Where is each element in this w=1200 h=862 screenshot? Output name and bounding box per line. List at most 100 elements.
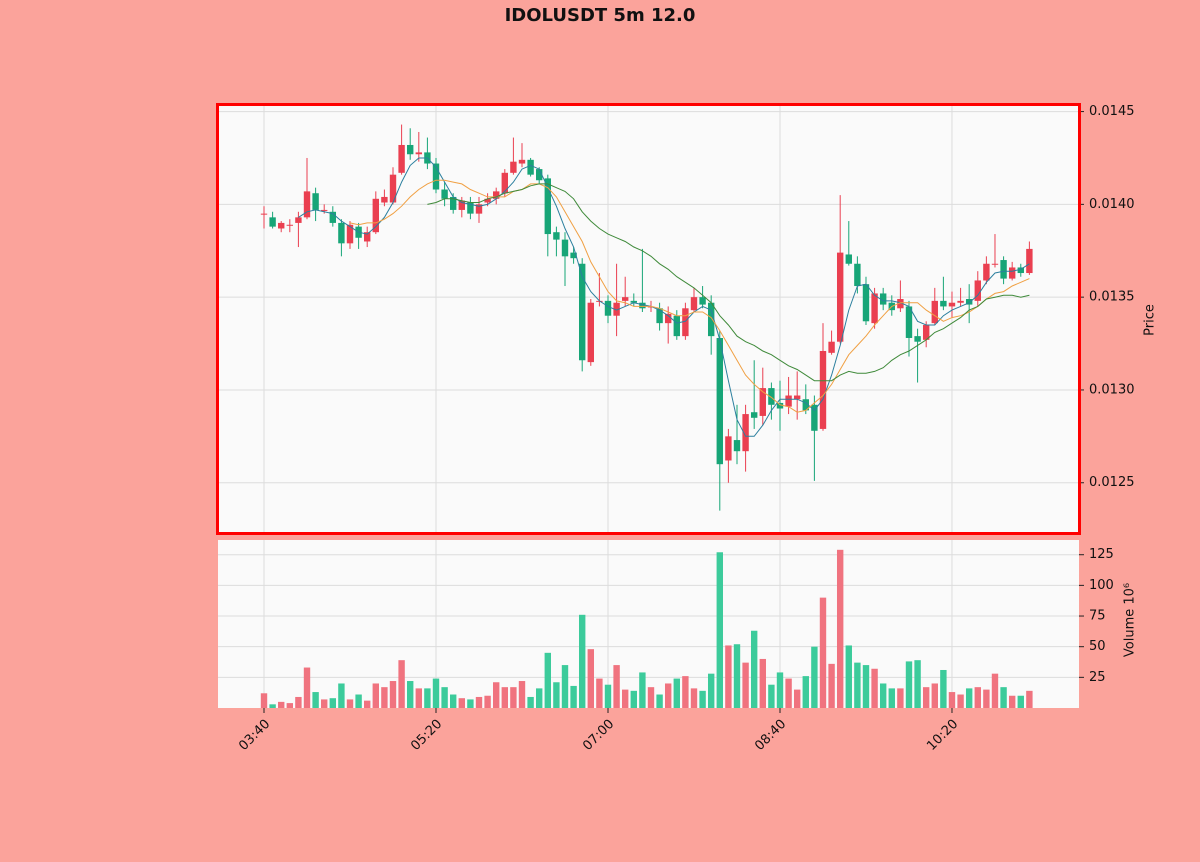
- volume-bar: [776, 672, 784, 708]
- volume-bar: [372, 683, 380, 708]
- volume-bar: [501, 687, 508, 708]
- candle-body: [553, 232, 560, 240]
- volume-bar: [862, 665, 870, 708]
- candle-body: [862, 284, 870, 322]
- candle-body: [828, 341, 835, 353]
- candle-body: [587, 302, 594, 363]
- volume-bar: [957, 694, 964, 708]
- candle-body: [639, 302, 646, 309]
- candle-body: [811, 404, 818, 431]
- volume-bar: [329, 698, 337, 708]
- x-tick-label: 10:20: [924, 717, 961, 754]
- candle-body: [673, 315, 680, 337]
- x-tick-label: 07:00: [580, 717, 617, 754]
- candle-body: [682, 308, 689, 337]
- volume-bar: [897, 688, 904, 708]
- candle-body: [389, 174, 397, 203]
- volume-bar: [725, 645, 732, 708]
- volume-bar: [1000, 687, 1007, 708]
- volume-bar: [587, 649, 594, 708]
- volume-bar: [811, 646, 818, 708]
- candle-body: [716, 337, 723, 465]
- volume-bar: [355, 694, 362, 708]
- volume-bar: [312, 692, 319, 708]
- volume-bar: [716, 552, 723, 708]
- candle-body: [364, 232, 371, 242]
- candle-body: [690, 297, 698, 311]
- candle-body: [398, 144, 405, 173]
- candle-body: [957, 300, 964, 303]
- volume-bar: [682, 676, 689, 708]
- volume-bar: [398, 660, 405, 708]
- x-tick-label: 03:40: [236, 717, 273, 754]
- y-tick-label: 75: [1089, 609, 1106, 624]
- candle-body: [819, 350, 827, 429]
- x-tick-label: 05:20: [408, 717, 445, 754]
- candle-body: [286, 224, 294, 226]
- volume-bar: [510, 687, 517, 708]
- candle-body: [484, 198, 491, 203]
- candle-body: [535, 169, 543, 181]
- volume-bar: [656, 694, 663, 708]
- volume-bar: [278, 701, 285, 708]
- volume-bar: [338, 683, 345, 708]
- candle-body: [759, 388, 766, 416]
- candle-body: [492, 191, 500, 199]
- candle-body: [475, 204, 483, 214]
- candle-body: [338, 222, 345, 244]
- candle-body: [467, 202, 474, 214]
- volume-bar: [905, 661, 913, 708]
- volume-bar: [974, 687, 981, 708]
- candle-body: [905, 306, 913, 338]
- candle-body: [793, 395, 801, 400]
- candle-body: [854, 263, 861, 287]
- y-tick-label: 0.0135: [1089, 290, 1135, 305]
- candle-body: [544, 178, 551, 235]
- candle-body: [699, 297, 706, 305]
- volume-bar: [484, 695, 491, 708]
- volume-bar: [854, 662, 861, 708]
- volume-bar: [364, 700, 371, 708]
- candle-body: [278, 222, 285, 229]
- candle-body: [991, 263, 999, 265]
- volume-bar: [321, 699, 328, 708]
- y-tick-label: 0.0130: [1089, 382, 1135, 397]
- y-axis-label: Volume 10⁶: [1123, 583, 1138, 657]
- volume-bar: [458, 698, 466, 708]
- y-tick-label: 25: [1089, 670, 1106, 685]
- volume-bar: [802, 676, 809, 708]
- candle-body: [656, 308, 663, 324]
- candle-body: [450, 196, 457, 210]
- volume-bar: [922, 687, 930, 708]
- volume-bar: [346, 699, 354, 708]
- volume-bar: [991, 673, 999, 708]
- volume-bar: [381, 687, 388, 708]
- candle-body: [527, 159, 534, 175]
- candle-body: [372, 198, 380, 233]
- candle-body: [922, 324, 930, 340]
- candle-body: [346, 224, 354, 244]
- candle-body: [931, 300, 938, 324]
- volume-plot-area: [218, 540, 1079, 708]
- candle-body: [381, 196, 388, 203]
- volume-bar: [475, 696, 483, 708]
- candle-body: [733, 440, 741, 452]
- moving-average-line: [349, 179, 1030, 413]
- candle-body: [983, 263, 990, 281]
- candle-body: [415, 152, 423, 155]
- candle-body: [321, 209, 328, 211]
- candle-body: [260, 213, 268, 215]
- volume-bar: [389, 681, 397, 708]
- plot-layer: 0.0125 0.0130 0.0135 0.0140 0.0145 25 50 75 100 1…: [218, 104, 1135, 754]
- candle-body: [432, 163, 440, 190]
- candle-body: [269, 217, 276, 227]
- volume-bar: [604, 684, 612, 708]
- volume-bar: [1026, 690, 1033, 708]
- volume-bar: [965, 688, 973, 708]
- moving-average-line: [298, 157, 1030, 437]
- candle-body: [742, 414, 749, 452]
- candle-body: [295, 217, 302, 223]
- volume-bar: [793, 689, 801, 708]
- candle-body: [621, 297, 629, 301]
